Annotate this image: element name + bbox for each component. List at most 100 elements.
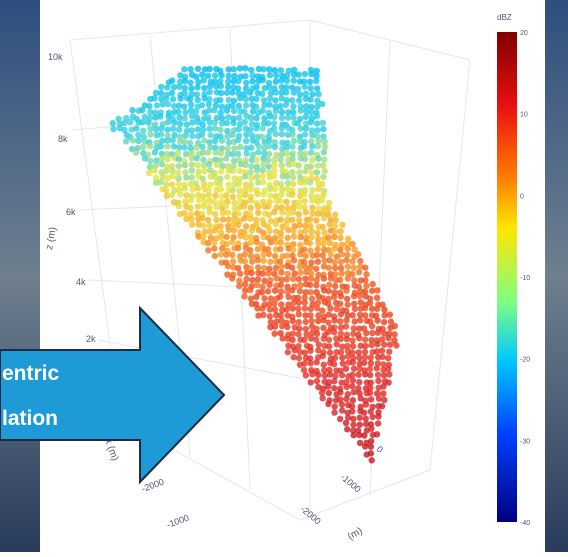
point — [384, 365, 392, 373]
point — [284, 173, 291, 180]
point — [266, 313, 274, 320]
point — [175, 108, 182, 115]
colorbar-title: dBZ — [497, 13, 512, 22]
point — [145, 119, 152, 126]
point — [271, 67, 278, 74]
point — [313, 282, 320, 289]
point — [217, 223, 224, 230]
point — [313, 112, 321, 120]
point — [159, 173, 166, 181]
point — [284, 270, 291, 278]
point — [151, 167, 158, 174]
point — [158, 155, 166, 162]
point — [224, 127, 231, 135]
point — [237, 232, 244, 240]
point — [182, 109, 189, 116]
point — [212, 144, 219, 151]
point — [290, 137, 298, 145]
point — [326, 343, 333, 350]
point — [321, 143, 329, 151]
point — [351, 246, 358, 253]
point — [188, 112, 196, 120]
point — [302, 209, 310, 216]
point — [271, 167, 278, 174]
point — [270, 125, 278, 132]
point — [276, 197, 284, 204]
point — [309, 329, 316, 337]
point — [121, 126, 128, 134]
point — [325, 234, 332, 241]
point — [284, 288, 291, 296]
point — [171, 132, 178, 139]
point — [368, 287, 376, 294]
point — [361, 371, 369, 378]
point — [313, 325, 320, 333]
point — [349, 337, 356, 344]
colorbar-tick-label: -40 — [520, 520, 530, 527]
point — [315, 155, 322, 162]
point — [288, 264, 296, 271]
point — [188, 215, 195, 223]
point — [228, 131, 236, 139]
point — [194, 185, 202, 192]
point — [301, 360, 308, 367]
point — [223, 107, 231, 114]
point — [187, 197, 195, 204]
point — [366, 365, 374, 373]
point — [356, 365, 364, 372]
point — [272, 193, 279, 200]
point — [218, 115, 226, 122]
point — [333, 341, 340, 348]
point — [380, 341, 388, 348]
point — [128, 126, 135, 133]
point — [313, 77, 320, 85]
point — [324, 211, 332, 218]
point — [283, 252, 291, 259]
point — [344, 275, 351, 282]
point — [272, 78, 280, 85]
point — [183, 174, 190, 181]
point — [289, 216, 296, 224]
point — [158, 150, 165, 158]
point — [181, 161, 189, 169]
point — [361, 288, 369, 295]
point — [199, 214, 206, 222]
point — [231, 199, 238, 206]
point — [265, 203, 272, 210]
point — [360, 409, 368, 416]
point — [302, 113, 310, 120]
point — [380, 372, 388, 379]
point — [212, 192, 219, 199]
point — [157, 113, 164, 120]
point — [386, 371, 393, 378]
point — [186, 139, 194, 146]
point — [300, 366, 308, 374]
point — [302, 289, 309, 296]
point — [217, 186, 225, 193]
point — [241, 118, 248, 126]
point — [296, 169, 303, 176]
point — [264, 157, 272, 164]
point — [313, 330, 321, 337]
point — [205, 191, 213, 199]
point — [277, 288, 285, 295]
point — [350, 388, 357, 396]
point — [175, 162, 182, 170]
point — [367, 359, 375, 367]
point — [158, 125, 165, 132]
point — [207, 228, 214, 235]
point — [140, 149, 147, 157]
point — [368, 322, 376, 330]
point — [181, 66, 188, 73]
point — [343, 257, 350, 264]
point — [243, 131, 250, 138]
point — [225, 139, 233, 146]
point — [290, 257, 298, 264]
point — [267, 258, 274, 266]
point — [307, 118, 315, 126]
point — [343, 335, 350, 343]
point — [264, 288, 272, 295]
point — [261, 145, 268, 152]
point — [296, 325, 303, 332]
point — [344, 251, 351, 259]
